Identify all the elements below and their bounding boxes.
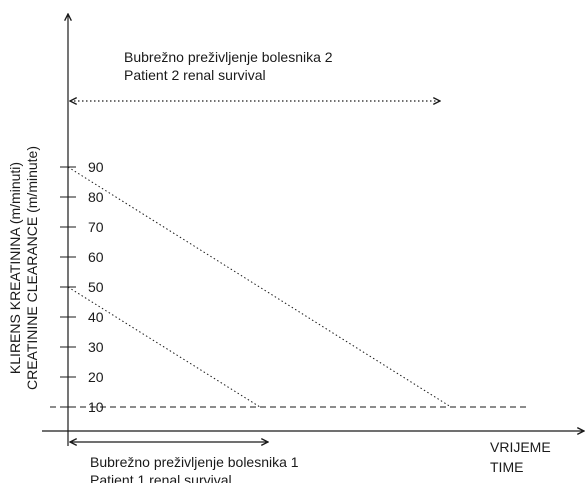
patient-1-label-line-2: Patient 1 renal survival xyxy=(90,472,232,483)
y-tick-label: 20 xyxy=(88,369,104,385)
series-line-1 xyxy=(67,166,452,408)
patient-2-label-line-1: Bubrežno preživljenje bolesnika 2 xyxy=(124,49,333,65)
y-tick-label: 10 xyxy=(88,399,104,415)
y-tick-label: 50 xyxy=(88,279,104,295)
x-axis-title-line-1: VRIJEME xyxy=(490,439,551,455)
y-tick-label: 70 xyxy=(88,219,104,235)
x-axis-title-line-2: TIME xyxy=(490,459,523,475)
y-tick-label: 80 xyxy=(88,189,104,205)
patient-1-label-line-1: Bubrežno preživljenje bolesnika 1 xyxy=(90,454,299,470)
y-tick-label: 60 xyxy=(88,249,104,265)
series-line-2 xyxy=(67,286,261,408)
y-tick-label: 90 xyxy=(88,159,104,175)
y-tick-label: 40 xyxy=(88,309,104,325)
y-axis-title: KLIRENS KREATININA (m/minuti) CREATININE… xyxy=(7,146,40,390)
y-axis-title-line-2: CREATININE CLEARANCE (m/minute) xyxy=(24,146,40,390)
series-lines xyxy=(67,166,452,408)
patient-2-label-line-2: Patient 2 renal survival xyxy=(124,67,266,83)
y-ticks: 10 20 30 40 50 60 70 80 90 xyxy=(60,159,104,415)
y-axis-title-line-1: KLIRENS KREATININA (m/minuti) xyxy=(7,162,23,374)
y-tick-label: 30 xyxy=(88,339,104,355)
